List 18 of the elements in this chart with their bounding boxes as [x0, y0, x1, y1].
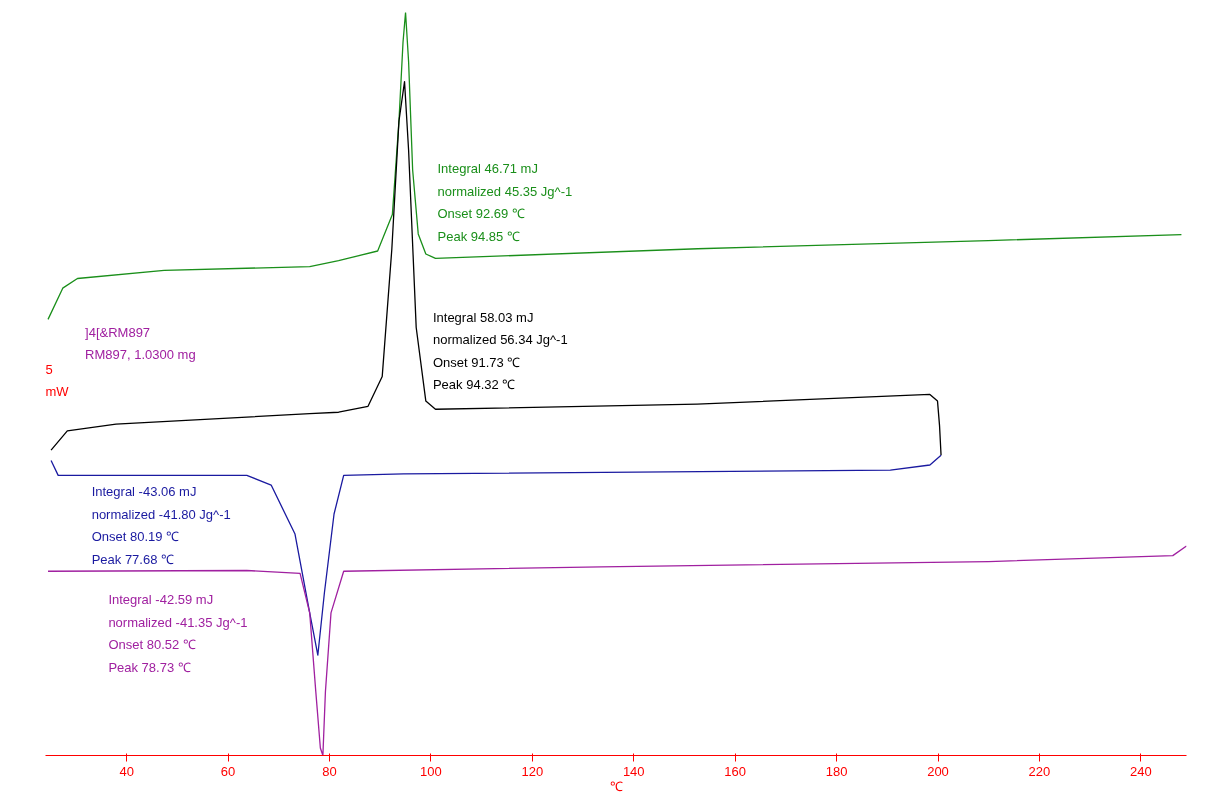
x-tick-label: 120	[521, 763, 544, 779]
x-tick-label: 140	[622, 763, 645, 779]
annotation: Integral -43.06 mJ normalized -41.80 Jg^-1 Onset 80.19 ℃ Peak 77.68 ℃	[91, 484, 231, 567]
annotation: 5 mW	[45, 361, 70, 400]
x-tick-label: 220	[1028, 763, 1051, 779]
x-tick-label: 80	[322, 763, 337, 779]
x-tick-label: 180	[825, 763, 848, 779]
x-tick-label: 100	[420, 763, 442, 779]
x-axis-title: ℃	[609, 778, 623, 794]
x-tick-label: 160	[724, 763, 747, 779]
x-tick-label: 40	[119, 763, 134, 779]
x-tick-label: 240	[1130, 763, 1152, 779]
annotation: Integral -42.59 mJ normalized -41.35 Jg^-1 Onset 80.52 ℃ Peak 78.73 ℃	[108, 592, 248, 675]
annotation: Integral 58.03 mJ normalized 56.34 Jg^-1 Onset 91.73 ℃ Peak 94.32 ℃	[432, 309, 568, 393]
annotation: Integral 46.71 mJ normalized 45.35 Jg^-1 Onset 92.69 ℃ Peak 94.85 ℃	[437, 161, 573, 244]
annotation: ]4[&RM897 RM897, 1.0300 mg	[85, 324, 196, 363]
x-tick-label: 200	[927, 763, 949, 779]
x-tick-label: 60	[220, 763, 236, 779]
